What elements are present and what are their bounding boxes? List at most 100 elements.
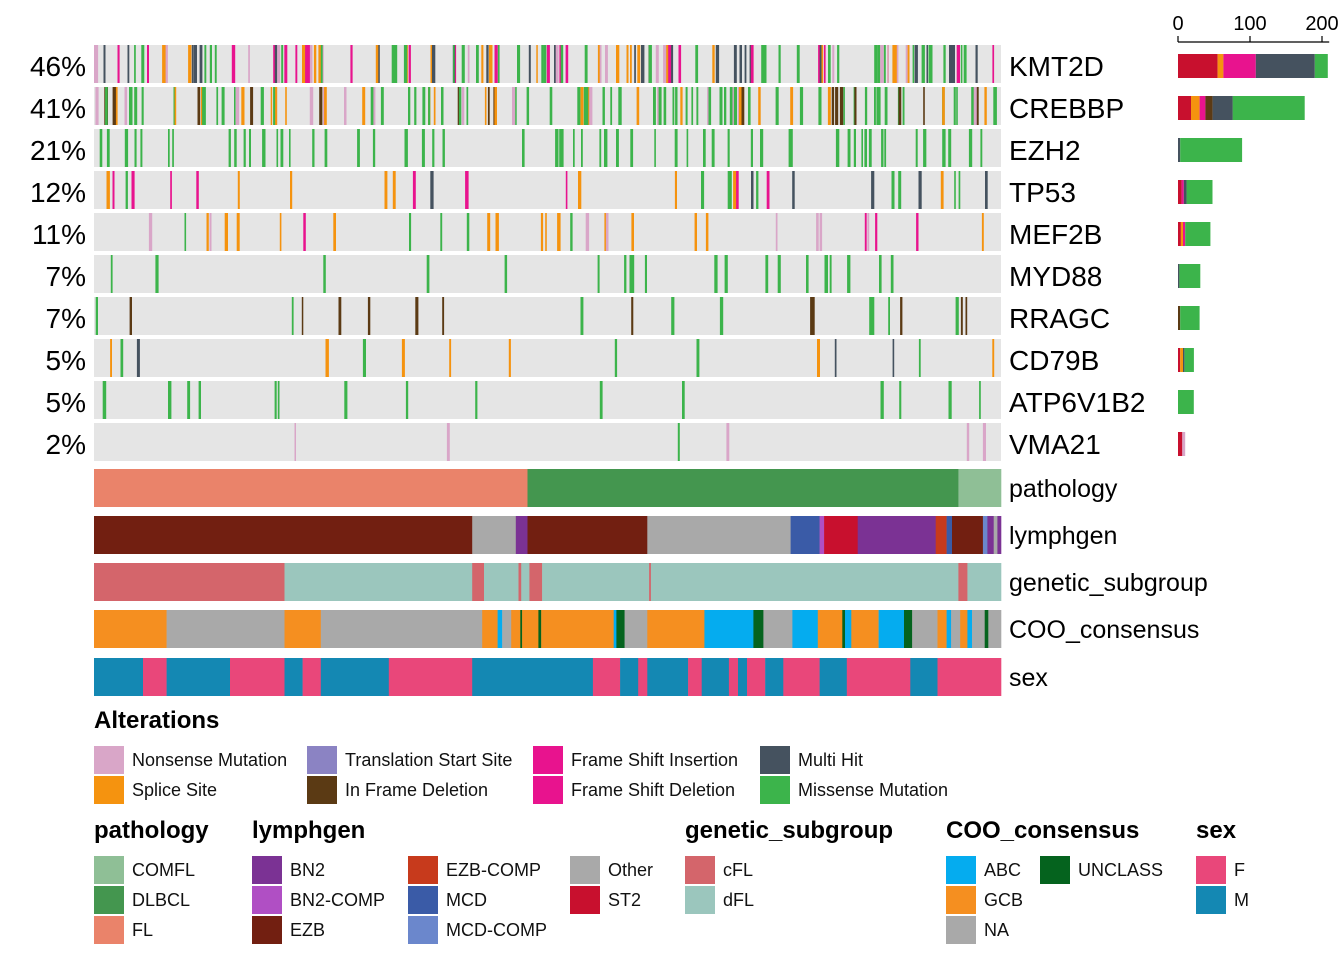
mutation-tick [120,339,124,377]
mutation-tick [453,45,455,83]
mutation-tick [765,255,769,293]
mutation-tick [614,339,618,377]
mutation-tick [324,87,327,125]
mutation-tick [823,45,826,83]
track-segment-sex [937,658,1002,696]
mutation-tick [775,87,779,125]
mutation-tick [484,87,487,125]
track-label-lymphgen: lymphgen [1009,522,1117,550]
alteration-legend-item: Frame Shift Insertion [533,746,738,774]
track-segment-coo_consensus [520,610,523,648]
sex-legend-item: M [1196,886,1249,914]
mutation-tick [302,45,306,83]
mutation-tick [442,297,445,335]
mutation-tick [705,213,709,251]
pct-label-vma21: 2% [46,429,86,460]
mutation-tick [888,297,890,335]
mutation-tick [307,45,310,83]
mutation-tick [148,213,153,251]
mutation-tick [971,87,975,125]
mutation-tick [174,87,177,125]
track-segment-coo_consensus [647,610,705,648]
mutation-tick [948,129,952,167]
mutation-tick [875,213,878,251]
mutation-tick [428,87,431,125]
track-segment-coo_consensus [94,610,167,648]
count-bar-segment [1178,432,1183,456]
mutation-tick [209,213,212,251]
mutation-tick [216,87,219,125]
track-segment-coo_consensus [502,610,512,648]
mutation-tick [630,129,634,167]
mutation-tick [284,45,288,83]
track-segment-sex [819,658,848,696]
legend-swatch [307,746,337,774]
mutation-tick [380,87,383,125]
mutation-tick [274,381,277,419]
alteration-legend-item: Frame Shift Deletion [533,776,735,804]
mutation-tick [559,129,562,167]
mutation-tick [303,213,306,251]
pathology-legend-item: FL [94,916,153,944]
mutation-tick [942,87,945,125]
mutation-tick [707,87,710,125]
mutation-tick [408,45,411,83]
mutation-tick [912,45,915,83]
mutation-tick [891,171,895,209]
mutation-tick [401,339,405,377]
legend-swatch [533,776,563,804]
mutation-tick [274,45,278,83]
pct-label-tp53: 12% [30,177,86,208]
mutation-tick [827,87,831,125]
mutation-tick [187,381,191,419]
mutation-tick [458,87,462,125]
mutation-tick [630,45,632,83]
mutation-tick [914,45,918,83]
legend-swatch [946,856,976,884]
mutation-tick [200,87,204,125]
mutation-tick [678,45,682,83]
mutation-tick [675,87,678,125]
mutation-tick [711,129,715,167]
mutation-tick [883,45,886,83]
mutation-tick [892,339,895,377]
track-segment-sex [846,658,911,696]
track-segment-coo_consensus [482,610,498,648]
mutation-tick [134,87,138,125]
mutation-tick [729,87,733,125]
mutation-tick [796,45,800,83]
count-bar-segment [1178,264,1180,288]
gene-label-vma21: VMA21 [1009,429,1101,460]
mutation-tick [408,87,411,125]
mutation-tick [494,87,497,125]
mutation-tick [869,297,873,335]
mutation-tick [644,255,647,293]
mutation-tick [515,87,517,125]
track-segment-sex [284,658,303,696]
alterations-legend-title: Alterations [94,707,220,734]
mutation-tick [691,87,694,125]
bar-axis-tick-label: 0 [1172,13,1183,35]
mutation-tick [129,297,132,335]
mutation-tick [409,213,412,251]
mutation-tick [103,45,106,83]
mutation-tick [325,339,329,377]
mutation-tick [112,171,115,209]
mutation-tick [338,297,342,335]
gene-label-ezh2: EZH2 [1009,135,1081,166]
mutation-tick [756,171,759,209]
mutation-tick [197,87,201,125]
mutation-tick [589,87,593,125]
mutation-tick [853,129,856,167]
mutation-tick [579,171,582,209]
mutation-tick [168,129,170,167]
track-segment-lymphgen [819,516,825,554]
mutation-tick [141,45,145,83]
legend-label: BN2 [290,859,326,880]
mutation-tick [819,45,822,83]
track-segment-sex [701,658,730,696]
mutation-tick [136,339,140,377]
mutation-tick [834,339,837,377]
track-segment-coo_consensus [541,610,615,648]
mutation-tick [570,213,573,251]
